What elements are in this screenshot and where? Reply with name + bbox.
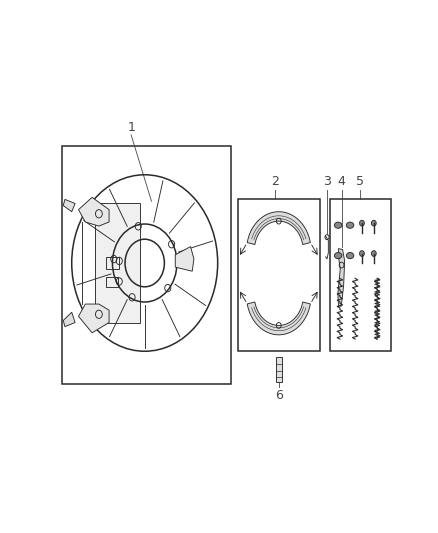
Circle shape <box>360 220 364 226</box>
Text: 2: 2 <box>272 175 279 188</box>
Polygon shape <box>175 247 194 271</box>
Text: 3: 3 <box>323 175 331 188</box>
Text: 4: 4 <box>338 175 346 188</box>
Circle shape <box>371 251 376 256</box>
Polygon shape <box>78 197 109 226</box>
Bar <box>330 199 391 351</box>
Ellipse shape <box>346 253 354 259</box>
Text: 6: 6 <box>275 390 283 402</box>
Polygon shape <box>247 302 311 335</box>
Circle shape <box>360 251 364 256</box>
Bar <box>238 199 319 351</box>
Bar <box>95 204 140 322</box>
Bar <box>276 358 282 382</box>
Circle shape <box>371 220 376 226</box>
Polygon shape <box>78 304 109 333</box>
Polygon shape <box>63 199 75 212</box>
Ellipse shape <box>346 222 354 228</box>
Polygon shape <box>338 248 345 306</box>
Ellipse shape <box>335 253 342 259</box>
Ellipse shape <box>335 222 342 228</box>
Bar <box>106 257 119 269</box>
Polygon shape <box>247 212 311 245</box>
Polygon shape <box>63 312 75 327</box>
Bar <box>61 146 231 384</box>
Text: 1: 1 <box>127 121 135 134</box>
Bar <box>106 277 117 287</box>
Text: 5: 5 <box>356 175 364 188</box>
